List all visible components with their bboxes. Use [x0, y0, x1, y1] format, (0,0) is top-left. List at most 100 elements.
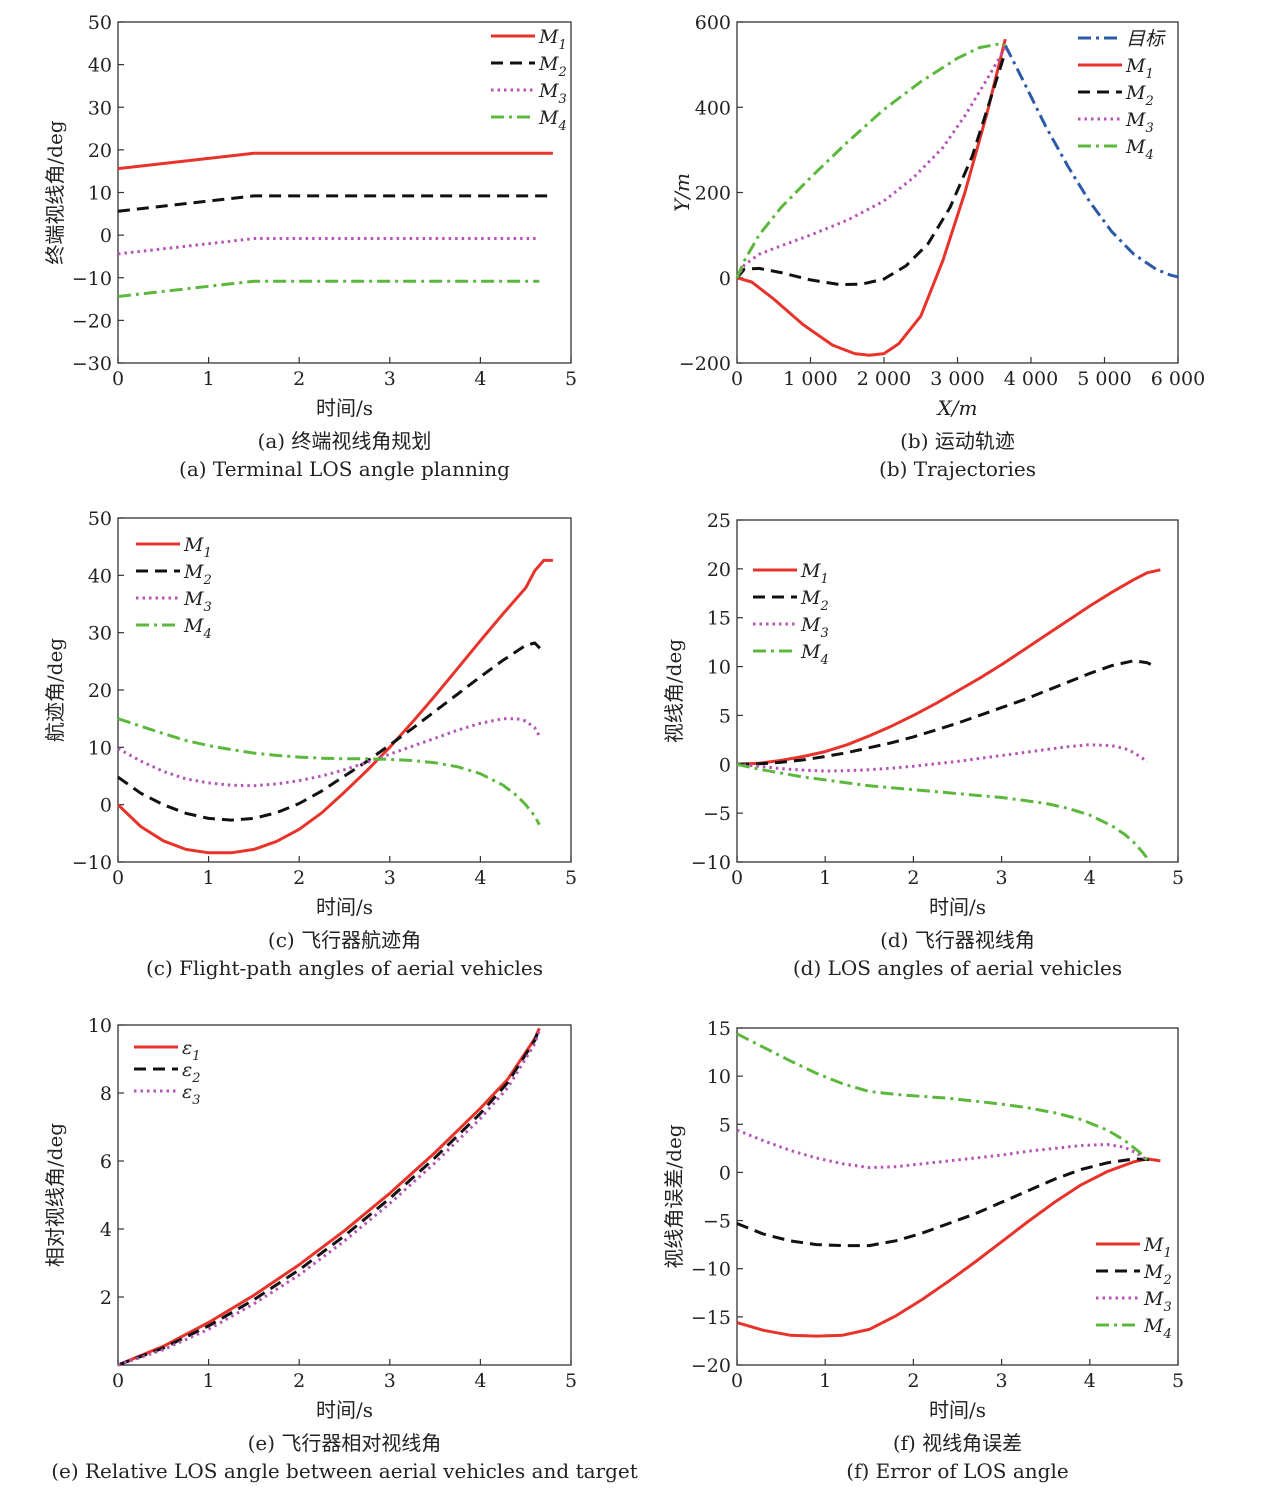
legend-label: M1 — [800, 560, 829, 587]
x-tick-label: 0 — [731, 867, 743, 889]
x-tick-label: 6 000 — [1151, 368, 1205, 390]
y-axis-label: 相对视线角/deg — [43, 1123, 67, 1267]
caption-en: (e) Relative LOS angle between aerial ve… — [51, 1459, 638, 1483]
x-tick-label: 2 — [907, 1370, 919, 1392]
x-tick-label: 1 000 — [783, 368, 837, 390]
legend-label: M3 — [800, 614, 829, 641]
caption-cn: (c) 飞行器航迹角 — [268, 928, 421, 952]
x-tick-label: 0 — [731, 368, 743, 390]
y-tick-label: 200 — [695, 183, 731, 205]
y-tick-label: 6 — [100, 1151, 112, 1173]
x-tick-label: 4 000 — [1004, 368, 1058, 390]
series-line-2 — [117, 641, 545, 822]
x-tick-label: 0 — [112, 1370, 124, 1392]
y-tick-label: −20 — [72, 310, 112, 332]
y-tick-label: 600 — [695, 12, 731, 34]
y-tick-label: 40 — [88, 565, 112, 587]
caption-cn: (e) 飞行器相对视线角 — [248, 1431, 442, 1455]
plot-frame — [117, 1024, 572, 1366]
legend-label: 目标 — [1126, 28, 1166, 50]
x-axis-label: X/m — [936, 396, 978, 420]
legend-label: M3 — [1125, 109, 1154, 136]
x-tick-label: 0 — [112, 867, 124, 889]
x-tick-label: 4 — [1084, 867, 1096, 889]
x-tick-label: 0 — [731, 1370, 743, 1392]
legend-label: M4 — [1125, 136, 1154, 163]
x-tick-label: 2 000 — [857, 368, 911, 390]
caption-en: (f) Error of LOS angle — [846, 1459, 1068, 1483]
plot-frame — [736, 519, 1179, 863]
y-tick-label: 20 — [88, 140, 112, 162]
series-line-2 — [117, 194, 549, 213]
y-axis-label: 终端视线角/deg — [43, 120, 67, 264]
y-tick-label: 25 — [707, 510, 731, 532]
legend-label: M3 — [183, 588, 212, 615]
x-tick-label: 5 — [1172, 1370, 1184, 1392]
y-tick-label: 400 — [695, 97, 731, 119]
y-tick-label: −20 — [691, 1355, 731, 1377]
caption-en: (c) Flight-path angles of aerial vehicle… — [146, 956, 543, 980]
x-tick-label: 1 — [819, 867, 831, 889]
legend-label: M3 — [538, 80, 567, 107]
y-tick-label: 20 — [88, 680, 112, 702]
x-tick-label: 1 — [203, 368, 215, 390]
series-line-2 — [736, 1157, 1157, 1248]
series-line-3 — [117, 717, 541, 788]
x-tick-label: 1 — [203, 1370, 215, 1392]
y-tick-label: −5 — [703, 1211, 731, 1233]
x-tick-label: 3 — [384, 1370, 396, 1392]
y-tick-label: 20 — [707, 559, 731, 581]
x-tick-label: 3 — [996, 867, 1008, 889]
legend-label: M3 — [1143, 1288, 1172, 1315]
y-tick-label: 0 — [719, 268, 731, 290]
y-tick-label: 4 — [100, 1219, 112, 1241]
caption-cn: (a) 终端视线角规划 — [258, 429, 432, 453]
x-tick-label: 4 — [474, 1370, 486, 1392]
series-line-1 — [736, 568, 1161, 766]
y-tick-label: 10 — [88, 737, 112, 759]
legend-label: ε2 — [182, 1059, 200, 1086]
x-tick-label: 2 — [293, 368, 305, 390]
y-axis-label: Y/m — [670, 173, 694, 212]
x-tick-label: 5 — [565, 1370, 577, 1392]
legend-label: M2 — [1125, 82, 1154, 109]
series-line-5 — [735, 42, 1006, 279]
legend-label: M4 — [538, 107, 567, 134]
legend-label: M2 — [538, 53, 567, 80]
y-tick-label: −30 — [72, 353, 112, 375]
y-tick-label: 30 — [88, 97, 112, 119]
y-tick-label: 50 — [88, 12, 112, 34]
series-line-2 — [736, 659, 1157, 766]
x-tick-label: 3 000 — [930, 368, 984, 390]
y-tick-label: 0 — [719, 1162, 731, 1184]
legend-label: M2 — [1143, 1261, 1172, 1288]
y-tick-label: 10 — [707, 1066, 731, 1088]
chart-e: 0 1 2 3 4 5 2 4 6 8 10 时间/s 相对视线角/deg (e) 飞行器相对视线角 (e)… — [43, 1015, 638, 1483]
x-axis-label: 时间/s — [316, 895, 373, 919]
y-tick-label: −5 — [703, 803, 731, 825]
legend-label: M1 — [1143, 1234, 1172, 1261]
y-tick-label: −10 — [691, 1259, 731, 1281]
x-tick-label: 3 — [996, 1370, 1008, 1392]
plot-frame — [117, 21, 572, 364]
x-tick-label: 2 — [293, 1370, 305, 1392]
x-tick-label: 0 — [112, 368, 124, 390]
legend-label: M2 — [183, 561, 212, 588]
y-axis-label: 视线角/deg — [662, 639, 686, 743]
y-tick-label: −200 — [679, 353, 731, 375]
legend-label: M1 — [538, 26, 567, 53]
series-line-4 — [117, 279, 540, 298]
y-tick-label: 10 — [88, 1015, 112, 1037]
series-line-3 — [117, 237, 540, 256]
caption-cn: (f) 视线角误差 — [893, 1431, 1022, 1455]
series-line-4 — [735, 46, 1007, 279]
legend-label: ε3 — [182, 1081, 200, 1108]
y-tick-label: 50 — [88, 508, 112, 530]
series-line-4 — [736, 762, 1149, 859]
series-line-1 — [117, 1027, 541, 1367]
